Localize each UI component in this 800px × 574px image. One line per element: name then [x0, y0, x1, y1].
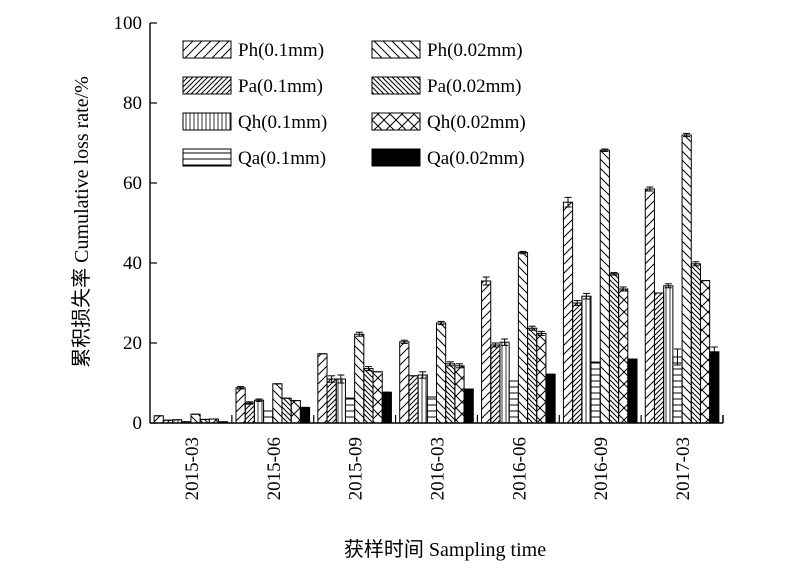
x-tick-label: 2015-06	[264, 437, 285, 500]
y-axis-title: 累积损失率 Cumulative loss rate/%	[70, 76, 93, 368]
bar	[436, 322, 447, 424]
bar	[499, 341, 510, 424]
legend-swatch	[371, 148, 421, 167]
legend: Ph(0.1mm) Pa(0.1mm) Qh(0.1mm) Qa(0.1mm) Ph(0…	[182, 40, 526, 169]
legend-label: Qh(0.02mm)	[427, 112, 526, 133]
bar	[481, 280, 492, 424]
bar	[545, 373, 556, 424]
bar	[690, 263, 701, 424]
y-tick-label: 20	[123, 333, 142, 354]
legend-swatch	[182, 148, 232, 167]
legend-swatch	[182, 76, 232, 95]
bar	[536, 332, 547, 424]
bar	[618, 288, 629, 424]
bar	[527, 327, 538, 424]
bar	[562, 201, 574, 424]
legend-label: Pa(0.1mm)	[238, 76, 323, 97]
y-tick-label: 100	[114, 13, 143, 34]
bar	[335, 378, 346, 424]
bar	[253, 399, 265, 424]
bar	[381, 391, 392, 424]
bar	[272, 383, 283, 424]
legend-label: Qh(0.1mm)	[238, 112, 327, 133]
bar	[644, 188, 655, 424]
legend-label: Ph(0.02mm)	[427, 40, 523, 61]
bar	[426, 396, 437, 424]
bar	[399, 341, 410, 424]
legend-swatch	[371, 112, 421, 131]
bar	[608, 273, 620, 424]
legend-label: Qa(0.1mm)	[238, 148, 326, 169]
bar	[581, 295, 592, 424]
x-tick-label: 2016-03	[428, 437, 449, 500]
x-tick-label: 2017-03	[673, 437, 694, 500]
bar	[326, 378, 337, 424]
bar	[281, 397, 292, 424]
x-axis-title: 获样时间 Sampling time	[344, 538, 546, 561]
legend-swatch	[182, 40, 232, 59]
x-tick-label: 2016-06	[509, 437, 530, 500]
legend-label: Pa(0.02mm)	[427, 76, 521, 97]
bar	[263, 410, 274, 424]
bar	[699, 280, 711, 424]
bar	[354, 333, 365, 424]
bar	[627, 358, 638, 424]
legend-label: Qa(0.02mm)	[427, 148, 525, 169]
x-tick-label: 2015-09	[346, 437, 367, 500]
legend-swatch	[182, 112, 232, 131]
bar	[672, 356, 683, 424]
bar	[490, 344, 501, 424]
bar	[681, 134, 692, 424]
bar	[199, 418, 210, 424]
bar	[572, 302, 583, 424]
x-tick-label: 2016-09	[591, 437, 612, 500]
x-tick-label: 2015-03	[182, 437, 203, 500]
bar	[445, 363, 456, 424]
bar	[653, 292, 665, 424]
bar	[208, 418, 220, 424]
bar	[590, 361, 601, 424]
bar	[517, 252, 529, 424]
bar	[508, 380, 519, 424]
bar	[190, 413, 201, 424]
bar	[344, 397, 356, 424]
bar	[454, 365, 465, 424]
bar	[463, 388, 474, 424]
bar	[317, 353, 328, 424]
bar	[290, 400, 301, 424]
bar	[408, 375, 419, 424]
bar	[417, 374, 428, 424]
legend-swatch	[371, 76, 421, 95]
bar	[599, 149, 610, 424]
bar	[235, 387, 246, 424]
bar	[244, 402, 255, 424]
y-tick-label: 60	[123, 173, 142, 194]
bar	[372, 371, 383, 424]
legend-label: Ph(0.1mm)	[238, 40, 324, 61]
bar	[709, 351, 720, 424]
bar	[663, 285, 674, 424]
y-tick-label: 80	[123, 93, 142, 114]
y-tick-label: 40	[123, 253, 142, 274]
y-tick-label: 0	[133, 413, 143, 434]
bar	[153, 415, 164, 424]
bar	[363, 368, 374, 424]
bar	[299, 406, 311, 424]
legend-swatch	[371, 40, 421, 59]
